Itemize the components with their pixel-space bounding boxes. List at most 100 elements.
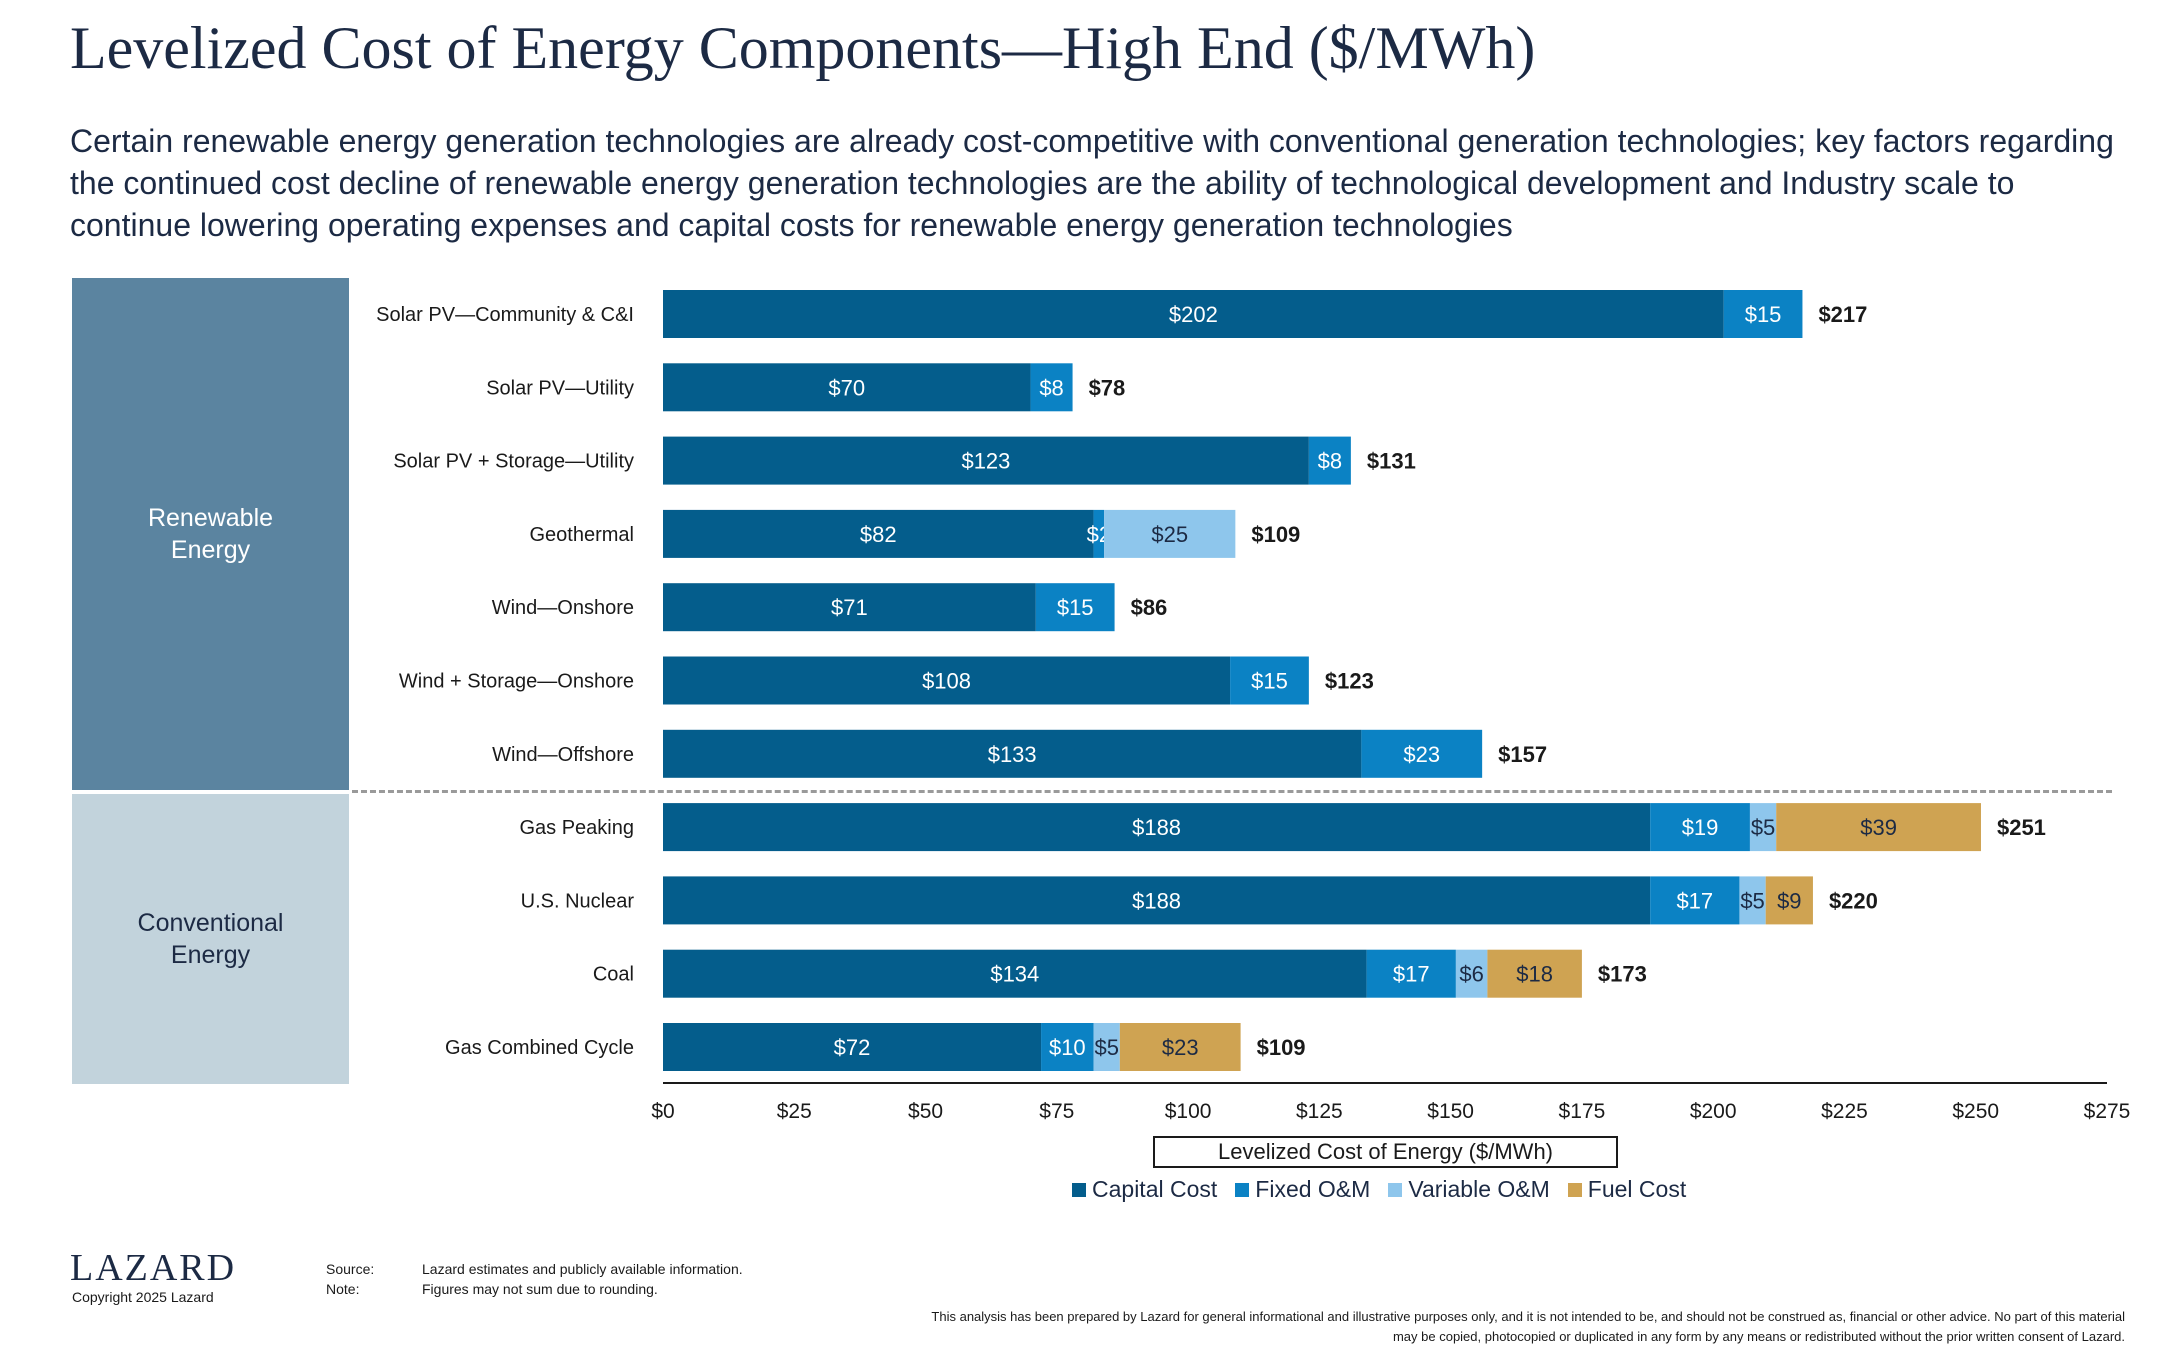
note-key: Note:	[326, 1281, 360, 1297]
data-label-capital-cost: $188	[1132, 888, 1181, 913]
data-label-fixed-om: $17	[1676, 888, 1713, 913]
bar-segment-fixed-om	[1041, 1023, 1094, 1071]
bar-segment-variable-om	[1104, 509, 1236, 558]
total-label: $157	[1498, 742, 1547, 767]
bar-segment-fixed-om	[1230, 656, 1309, 705]
bar-segment-variable-om	[1739, 876, 1766, 925]
category-label: U.S. Nuclear	[521, 890, 635, 912]
data-label-fixed-om: $19	[1682, 815, 1719, 840]
data-label-fixed-om: $8	[1039, 375, 1063, 400]
bar-segment-capital-cost	[663, 729, 1362, 778]
page-title: Levelized Cost of Energy Components—High…	[70, 15, 1536, 81]
data-label-capital-cost: $82	[860, 522, 897, 547]
bar-segment-capital-cost	[663, 656, 1231, 705]
x-tick-label: $25	[777, 1100, 812, 1123]
bar-segment-fixed-om	[1308, 436, 1351, 485]
bar-segment-fixed-om	[1035, 583, 1115, 632]
data-label-capital-cost: $202	[1169, 302, 1218, 327]
category-label: Gas Peaking	[519, 817, 634, 839]
bar-segment-fixed-om	[1366, 949, 1456, 998]
data-label-capital-cost: $123	[961, 449, 1010, 474]
data-label-fixed-om: $15	[1057, 595, 1094, 620]
data-label-variable-om: $6	[1459, 962, 1483, 987]
legend-swatch-capital	[1072, 1182, 1086, 1197]
data-label-fixed-om: $23	[1403, 742, 1440, 767]
conventional-energy-group: Conventional Energy	[72, 794, 349, 1084]
x-tick-label: $250	[1952, 1100, 1999, 1123]
category-label: Wind—Onshore	[492, 597, 634, 619]
bar-segment-capital-cost	[663, 436, 1309, 485]
total-label: $131	[1367, 449, 1416, 474]
note-text: Figures may not sum due to rounding.	[422, 1281, 658, 1297]
legend-label-fixed: Fixed O&M	[1255, 1176, 1371, 1202]
legend-label-fuel: Fuel Cost	[1587, 1176, 1687, 1202]
bar-segment-fixed-om	[1030, 363, 1073, 412]
x-tick-label: $125	[1296, 1100, 1343, 1123]
legend-item-capital: Capital Cost	[1072, 1176, 1217, 1203]
bar-segment-fuel-cost	[1119, 1023, 1241, 1071]
x-tick-label: $0	[651, 1100, 674, 1123]
data-label-fuel-cost: $39	[1860, 815, 1897, 840]
total-label: $109	[1257, 1035, 1306, 1060]
data-label-capital-cost: $134	[990, 962, 1039, 987]
bar-segment-fixed-om	[1650, 803, 1750, 852]
source-text: Lazard estimates and publicly available …	[422, 1261, 743, 1277]
data-label-fixed-om: $17	[1393, 962, 1430, 987]
page-subtitle: Certain renewable energy generation tech…	[70, 123, 2114, 243]
bar-segment-fuel-cost	[1765, 876, 1813, 925]
category-label: Solar PV—Community & C&I	[376, 304, 634, 326]
data-label-variable-om: $5	[1740, 888, 1764, 913]
legend-item-variable: Variable O&M	[1388, 1176, 1550, 1203]
data-label-fixed-om: $10	[1049, 1035, 1086, 1060]
bar-segment-capital-cost	[663, 363, 1031, 412]
bar-segment-fixed-om	[1723, 290, 1803, 338]
source-key: Source:	[326, 1261, 375, 1277]
bar-segment-capital-cost	[663, 949, 1367, 998]
bar-segment-fixed-om	[1093, 509, 1105, 558]
lazard-logo: LAZARD	[70, 1247, 237, 1289]
bar-segment-variable-om	[1749, 803, 1777, 852]
copyright: Copyright 2025 Lazard	[72, 1289, 214, 1305]
total-label: $86	[1131, 595, 1168, 620]
category-label: Geothermal	[530, 524, 635, 546]
bar-segment-fixed-om	[1361, 729, 1483, 778]
category-label: Coal	[593, 964, 634, 986]
data-label-capital-cost: $72	[834, 1035, 871, 1060]
x-tick-label: $100	[1165, 1100, 1212, 1123]
total-label: $220	[1829, 888, 1878, 913]
conventional-energy-label: Conventional Energy	[137, 909, 284, 969]
x-tick-label: $175	[1559, 1100, 1606, 1123]
footnotes: Source: Lazard estimates and publicly av…	[326, 1259, 743, 1299]
x-tick-label: $200	[1690, 1100, 1737, 1123]
total-label: $109	[1251, 522, 1300, 547]
data-label-capital-cost: $188	[1132, 815, 1181, 840]
source-row: Source: Lazard estimates and publicly av…	[326, 1259, 743, 1279]
bar-segment-fuel-cost	[1487, 949, 1582, 998]
bar-segment-capital-cost	[663, 583, 1036, 632]
data-label-capital-cost: $71	[831, 595, 868, 620]
data-label-fuel-cost: $9	[1777, 888, 1801, 913]
bar-segment-capital-cost	[663, 876, 1651, 925]
bar-segment-variable-om	[1455, 949, 1488, 998]
bar-segment-capital-cost	[663, 803, 1651, 852]
x-tick-label: $275	[2084, 1100, 2131, 1123]
note-row: Note: Figures may not sum due to roundin…	[326, 1279, 743, 1299]
legend-item-fuel: Fuel Cost	[1567, 1176, 1687, 1203]
legend-swatch-fixed	[1235, 1182, 1250, 1197]
total-label: $78	[1089, 375, 1126, 400]
data-label-variable-om: $5	[1094, 1035, 1118, 1060]
total-label: $173	[1598, 962, 1647, 987]
data-label-capital-cost: $70	[828, 375, 865, 400]
renewable-energy-label: Renewable Energy	[147, 504, 274, 564]
total-label: $251	[1997, 815, 2046, 840]
bar-segment-fuel-cost	[1776, 803, 1981, 852]
x-tick-label: $225	[1821, 1100, 1868, 1123]
data-label-capital-cost: $133	[988, 742, 1037, 767]
category-label: Solar PV + Storage—Utility	[393, 451, 634, 473]
data-label-capital-cost: $108	[922, 669, 971, 694]
bar-segment-capital-cost	[663, 290, 1724, 338]
x-tick-label: $150	[1427, 1100, 1474, 1123]
bar-segment-fixed-om	[1650, 876, 1740, 925]
legend-label-variable: Variable O&M	[1408, 1176, 1550, 1202]
